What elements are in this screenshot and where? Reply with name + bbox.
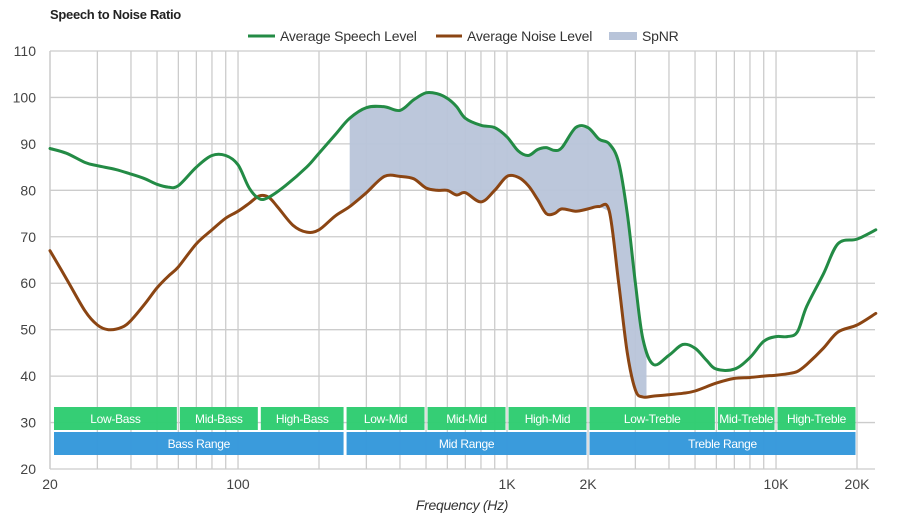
y-tick-label: 70	[20, 229, 36, 245]
band-treble-range	[589, 432, 856, 455]
y-tick-label: 100	[13, 89, 37, 105]
x-tick-label: 100	[226, 476, 250, 492]
band-high-treble	[777, 407, 856, 430]
band-label: Mid-Treble	[719, 412, 774, 426]
series-lines	[48, 90, 878, 399]
x-tick-label: 2K	[579, 476, 597, 492]
band-label: Bass Range	[168, 437, 231, 451]
y-tick-label: 30	[20, 415, 36, 431]
spnr-area	[349, 92, 647, 397]
frequency-bands: Low-Bass Mid-Bass High-Bass Low-Mid Mid-Mid H…	[54, 407, 856, 455]
band-bass-range	[54, 432, 344, 455]
spnr-fill-layer	[349, 92, 647, 397]
y-tick-label: 80	[20, 182, 36, 198]
band-mid-mid	[427, 407, 506, 430]
y-tick-label: 50	[20, 322, 36, 338]
y-tick-label: 60	[20, 275, 36, 291]
x-tick-label: 20K	[845, 476, 871, 492]
legend-speech-label: Average Speech Level	[280, 28, 417, 44]
y-axis-ticks: 20 30 40 50 60 70 80 90 100 110	[13, 43, 37, 477]
noise-level-line	[48, 173, 878, 399]
legend: Average Speech Level Average Noise Level…	[248, 28, 679, 44]
x-tick-label: 1K	[498, 476, 516, 492]
band-low-bass	[54, 407, 177, 430]
band-label: Mid-Mid	[446, 412, 487, 426]
band-label: Low-Bass	[90, 412, 141, 426]
band-label: High-Treble	[787, 412, 847, 426]
band-label: Treble Range	[688, 437, 757, 451]
band-low-treble	[589, 407, 715, 430]
grid	[49, 50, 875, 470]
legend-spnr-swatch	[609, 32, 637, 40]
y-tick-label: 20	[20, 461, 36, 477]
band-label: Mid-Bass	[195, 412, 243, 426]
x-axis-label: Frequency (Hz)	[416, 497, 508, 513]
chart-title: Speech to Noise Ratio	[50, 7, 181, 22]
band-mid-treble	[717, 407, 775, 430]
band-label: Low-Mid	[364, 412, 407, 426]
x-axis-ticks: 20 100 1K 2K 10K 20K	[42, 476, 870, 492]
legend-spnr-label: SpNR	[642, 28, 679, 44]
x-tick-label: 10K	[764, 476, 790, 492]
legend-noise-label: Average Noise Level	[467, 28, 592, 44]
band-low-mid	[346, 407, 425, 430]
y-tick-label: 110	[14, 43, 37, 59]
band-mid-range	[346, 432, 587, 455]
band-label: Low-Treble	[624, 412, 681, 426]
x-tick-label: 20	[42, 476, 58, 492]
band-label: Mid Range	[439, 437, 495, 451]
band-mid-bass	[179, 407, 258, 430]
y-tick-label: 40	[20, 368, 36, 384]
speech-level-line	[48, 90, 878, 372]
band-high-mid	[508, 407, 587, 430]
y-tick-label: 90	[20, 136, 36, 152]
band-label: High-Mid	[525, 412, 571, 426]
band-high-bass	[260, 407, 344, 430]
band-label: High-Bass	[276, 412, 329, 426]
